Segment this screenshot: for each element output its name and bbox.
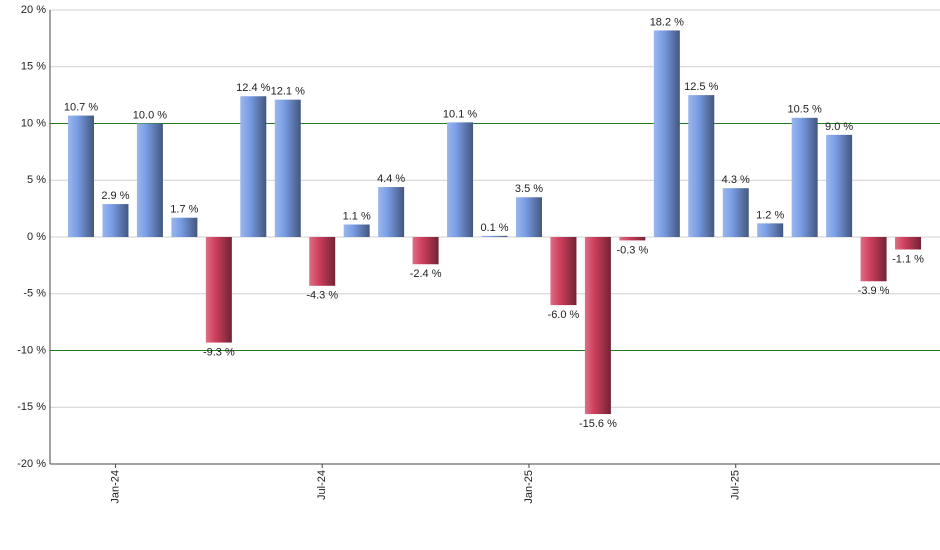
- y-tick-label: -10 %: [17, 344, 46, 356]
- value-label: -1.1 %: [892, 253, 924, 265]
- y-tick-label: 5 %: [27, 174, 46, 186]
- y-tick-label: -5 %: [23, 288, 46, 300]
- value-label: 9.0 %: [825, 121, 853, 133]
- bar: [722, 188, 749, 237]
- bar: [515, 197, 542, 237]
- value-label: 12.4 %: [236, 82, 270, 94]
- bar: [653, 30, 680, 238]
- value-label: 12.1 %: [271, 86, 305, 98]
- bar: [860, 237, 887, 282]
- bar: [688, 95, 715, 237]
- bar: [171, 217, 198, 237]
- bar: [102, 204, 129, 237]
- bar: [481, 235, 508, 237]
- bar: [412, 237, 439, 265]
- x-tick-label: Jan-25: [523, 470, 535, 504]
- bar: [447, 122, 474, 237]
- value-label: 12.5 %: [684, 81, 718, 93]
- value-label: 4.3 %: [722, 174, 750, 186]
- bar: [826, 134, 853, 237]
- bar: [205, 237, 232, 343]
- bar: [757, 223, 784, 237]
- y-tick-label: 15 %: [21, 61, 46, 73]
- value-label: -15.6 %: [579, 418, 617, 430]
- y-tick-label: 10 %: [21, 117, 46, 129]
- value-label: 10.5 %: [788, 104, 822, 116]
- value-label: -2.4 %: [410, 268, 442, 280]
- bar: [895, 237, 922, 250]
- y-tick-label: 0 %: [27, 231, 46, 243]
- value-label: -3.9 %: [858, 285, 890, 297]
- value-label: 2.9 %: [101, 190, 129, 202]
- y-tick-label: -15 %: [17, 401, 46, 413]
- value-label: -4.3 %: [306, 290, 338, 302]
- y-tick-label: -20 %: [17, 458, 46, 470]
- bar: [136, 123, 163, 237]
- bar: [68, 115, 94, 237]
- bar: [550, 237, 577, 306]
- value-label: -0.3 %: [616, 244, 648, 256]
- x-tick-label: Jul-25: [730, 470, 742, 500]
- x-tick-label: Jul-24: [316, 470, 328, 500]
- value-label: 1.2 %: [756, 209, 784, 221]
- value-label: 10.7 %: [64, 101, 98, 113]
- value-label: 1.1 %: [343, 210, 371, 222]
- y-tick-label: 20 %: [21, 4, 46, 16]
- bar: [274, 99, 301, 237]
- bar: [584, 237, 611, 415]
- value-label: 0.1 %: [480, 222, 508, 234]
- value-label: -6.0 %: [548, 309, 580, 321]
- bar: [619, 237, 646, 241]
- value-label: 1.7 %: [170, 204, 198, 216]
- value-label: 10.1 %: [443, 108, 477, 120]
- value-label: 4.4 %: [377, 173, 405, 185]
- value-label: 18.2 %: [650, 16, 684, 28]
- value-label: -9.3 %: [203, 346, 235, 358]
- bar: [791, 117, 818, 237]
- bar: [309, 237, 336, 286]
- bar: [240, 96, 267, 237]
- x-tick-label: Jan-24: [109, 470, 121, 504]
- value-label: 10.0 %: [133, 109, 167, 121]
- value-label: 3.5 %: [515, 183, 543, 195]
- bar: [343, 224, 370, 237]
- bar: [378, 187, 405, 237]
